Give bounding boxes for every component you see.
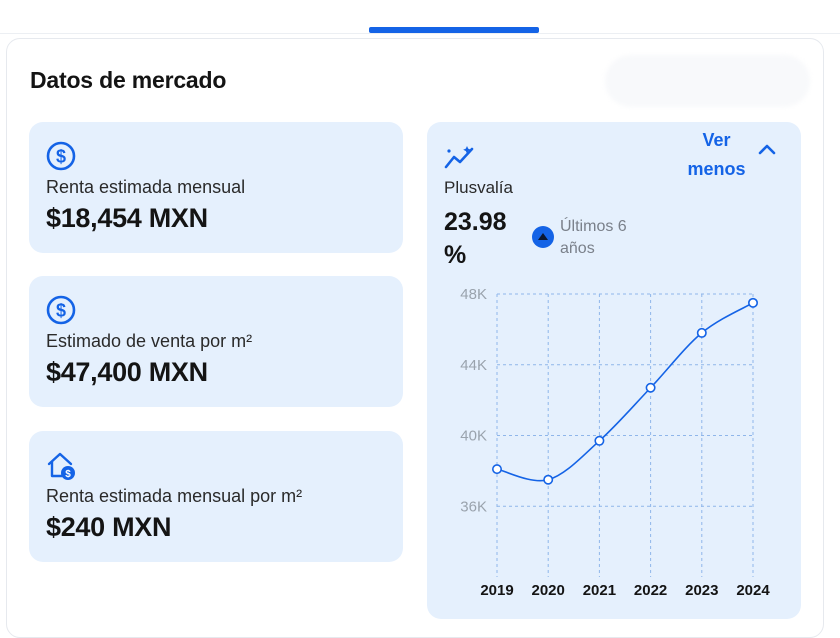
y-axis-ticks: 36K 40K 44K 48K bbox=[460, 286, 487, 515]
chart-grid bbox=[496, 293, 754, 577]
stat-card-monthly-rent: $ Renta estimada mensual $18,454 MXN bbox=[29, 122, 403, 253]
plusvalia-label: Plusvalía bbox=[444, 178, 513, 197]
arrow-up-circle-icon bbox=[532, 226, 554, 248]
plusvalia-chart: 36K 40K 44K 48K 2019 2020 2021 2022 2023 2024 bbox=[427, 270, 801, 610]
trend-up-icon bbox=[444, 146, 474, 169]
data-point[interactable] bbox=[645, 382, 656, 393]
stat-value: $240 MXN bbox=[46, 512, 172, 542]
line-chart: 36K 40K 44K 48K 2019 2020 2021 2022 2023 2024 bbox=[460, 286, 770, 599]
y-tick-label: 44K bbox=[460, 357, 487, 374]
stat-label: Renta estimada mensual por m² bbox=[46, 486, 303, 506]
data-point[interactable] bbox=[594, 435, 605, 446]
plusvalia-value: 23.98 % bbox=[444, 208, 507, 269]
x-tick-label: 2022 bbox=[634, 582, 667, 599]
plusvalia-card: Ver menos Plusvalía 23.98 % Últimos 6 añ… bbox=[427, 122, 801, 619]
stat-value: $47,400 MXN bbox=[46, 357, 208, 387]
active-tab-indicator bbox=[369, 27, 539, 33]
data-point[interactable] bbox=[543, 474, 554, 485]
x-tick-label: 2020 bbox=[532, 582, 565, 599]
data-point[interactable] bbox=[492, 464, 503, 475]
y-tick-label: 48K bbox=[460, 286, 487, 303]
dollar-circle-icon: $ bbox=[46, 141, 76, 171]
x-tick-label: 2021 bbox=[583, 582, 616, 599]
section-title: Datos de mercado bbox=[30, 67, 227, 93]
x-tick-label: 2023 bbox=[685, 582, 718, 599]
stat-card-sale-per-m2: $ Estimado de venta por m² $47,400 MXN bbox=[29, 276, 403, 407]
series-points bbox=[492, 297, 758, 485]
dollar-circle-icon: $ bbox=[46, 295, 76, 325]
chevron-up-icon[interactable] bbox=[757, 141, 777, 157]
stat-value: $18,454 MXN bbox=[46, 203, 208, 233]
svg-text:$: $ bbox=[65, 469, 71, 480]
x-axis-ticks: 2019 2020 2021 2022 2023 2024 bbox=[480, 582, 770, 599]
house-dollar-icon: $ bbox=[47, 452, 75, 480]
stat-label: Estimado de venta por m² bbox=[46, 331, 253, 351]
stat-card-rent-per-m2: $ Renta estimada mensual por m² $240 MXN bbox=[29, 431, 403, 562]
plusvalia-period: Últimos 6 años bbox=[560, 218, 627, 257]
y-tick-label: 36K bbox=[460, 498, 487, 515]
x-tick-label: 2024 bbox=[736, 582, 770, 599]
blurred-placeholder bbox=[605, 55, 810, 107]
y-tick-label: 40K bbox=[460, 428, 487, 445]
data-point[interactable] bbox=[696, 327, 707, 338]
ver-menos-button[interactable]: Ver menos bbox=[687, 130, 746, 179]
svg-text:$: $ bbox=[56, 301, 66, 321]
series-line bbox=[496, 302, 754, 482]
x-tick-label: 2019 bbox=[480, 582, 513, 599]
data-point[interactable] bbox=[747, 297, 758, 308]
stat-label: Renta estimada mensual bbox=[46, 177, 246, 197]
svg-text:$: $ bbox=[56, 147, 66, 167]
